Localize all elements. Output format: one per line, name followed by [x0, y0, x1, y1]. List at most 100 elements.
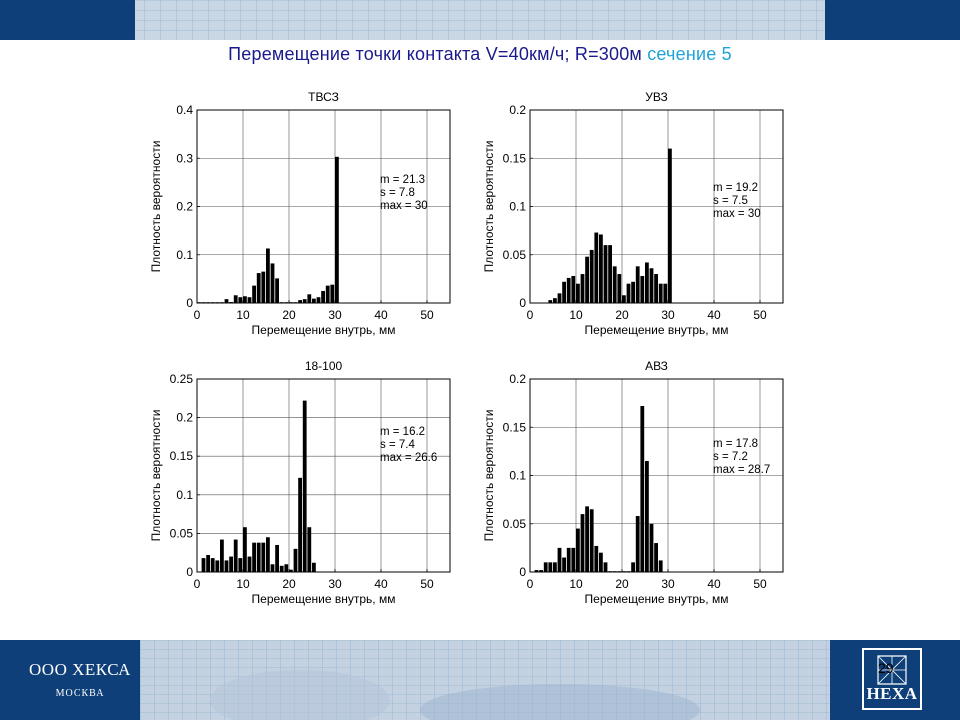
- chart4-x-tick-label: 30: [661, 577, 675, 591]
- chart2-y-tick-label: 0.2: [509, 103, 526, 117]
- chart3-bar: [220, 539, 224, 572]
- chart1-x-tick-label: 20: [282, 308, 296, 322]
- slide-title-accent: сечение 5: [647, 44, 732, 64]
- chart1-bar: [224, 299, 229, 303]
- header-banner: [0, 0, 960, 40]
- chart3-bar: [289, 569, 293, 572]
- chart1-bar: [256, 273, 261, 303]
- chart3-bar: [233, 539, 238, 572]
- chart1-bar: [307, 294, 312, 303]
- chart2-bar: [594, 232, 599, 303]
- chart3-bar: [252, 542, 256, 572]
- chart1-bar: [238, 297, 243, 303]
- chart4-bar: [534, 570, 539, 572]
- chart1-y-tick-label: 0.3: [176, 151, 193, 165]
- chart2-bar: [571, 275, 576, 303]
- chart1-title: ТВСЗ: [308, 90, 339, 104]
- chart2-bar: [580, 274, 585, 303]
- chart4-bar: [649, 523, 654, 572]
- chart3-bar: [275, 544, 279, 572]
- chart2-x-tick-label: 20: [615, 308, 629, 322]
- chart1-y-tick-label: 0: [186, 296, 193, 310]
- page-number: 29: [878, 660, 894, 676]
- chart1-y-tick-label: 0.4: [176, 103, 193, 117]
- chart1-x-tick-label: 0: [194, 308, 201, 322]
- chart2-bar: [585, 256, 589, 303]
- chart3-bar: [238, 558, 243, 572]
- chart1-bar: [321, 290, 325, 303]
- chart4-bar: [654, 543, 658, 572]
- chart2-x-axis-label: Перемещение внутрь, мм: [585, 323, 729, 337]
- chart1-bar: [266, 248, 270, 303]
- chart3-y-axis-label: Плотность вероятности: [149, 410, 163, 542]
- chart4-stat-annotation: max = 28.7: [713, 464, 770, 476]
- chart4-x-tick-label: 50: [753, 577, 767, 591]
- chart3-y-tick-label: 0.2: [176, 411, 193, 425]
- chart4-bar: [580, 514, 585, 572]
- chart4-bar: [658, 560, 663, 572]
- chart3-x-tick-label: 10: [236, 577, 250, 591]
- chart3-bar: [210, 558, 215, 572]
- chart4-x-tick-label: 0: [527, 577, 534, 591]
- chart2-y-tick-label: 0: [519, 296, 526, 310]
- chart4-y-tick-label: 0: [519, 565, 526, 579]
- chart4-stat-annotation: s = 7.2: [713, 451, 748, 463]
- chart4-bar: [635, 516, 640, 572]
- chart4-x-axis-label: Перемещение внутрь, мм: [585, 592, 729, 606]
- chart3-x-tick-label: 30: [328, 577, 342, 591]
- chart4-title: АВЗ: [645, 359, 668, 373]
- chart4-bar: [543, 562, 548, 572]
- chart2-bar: [566, 277, 571, 303]
- chart4-bar: [562, 557, 566, 572]
- chart2-bar: [612, 266, 617, 303]
- chart1-bar: [261, 271, 266, 303]
- chart3-y-tick-label: 0.05: [170, 526, 194, 540]
- chart3-x-tick-label: 20: [282, 577, 296, 591]
- chart3-title: 18-100: [305, 359, 343, 373]
- chart3-bar: [266, 537, 270, 572]
- chart1-y-axis-label: Плотность вероятности: [149, 141, 163, 273]
- chart3-bar: [224, 560, 229, 572]
- chart4-bar: [548, 562, 553, 572]
- chart1-bar: [270, 263, 275, 303]
- slide-title-main: Перемещение точки контакта V=40км/ч; R=3…: [228, 44, 643, 64]
- chart2-bar: [663, 283, 668, 303]
- chart2-title: УВЗ: [645, 90, 667, 104]
- chart2-y-tick-label: 0.1: [509, 200, 526, 214]
- chart2-bar: [640, 275, 645, 303]
- slide-title: Перемещение точки контакта V=40км/ч; R=3…: [0, 44, 960, 65]
- chart2-x-tick-label: 50: [753, 308, 767, 322]
- chart4-bar: [576, 528, 580, 572]
- chart2-bar: [576, 283, 580, 303]
- company-name: ООО ХЕКСА: [29, 660, 131, 679]
- chart4-bar: [553, 562, 557, 572]
- chart3-y-tick-label: 0.25: [170, 372, 194, 386]
- chart2-bar: [553, 298, 557, 303]
- chart2-x-tick-label: 10: [569, 308, 583, 322]
- chart4-y-tick-label: 0.2: [509, 372, 526, 386]
- chart2-bar: [631, 281, 635, 303]
- chart4-bar: [557, 547, 562, 572]
- logo-text: HEXA: [866, 684, 918, 703]
- chart4-bar: [640, 406, 645, 572]
- chart2-bar: [635, 266, 640, 303]
- chart4-bar: [589, 509, 594, 572]
- chart2-bar: [649, 268, 654, 303]
- chart2-stat-annotation: s = 7.5: [713, 195, 748, 207]
- chart4-y-tick-label: 0.05: [503, 517, 527, 531]
- chart1-bar: [252, 285, 256, 303]
- chart4-bar: [566, 547, 571, 572]
- chart4-bar: [599, 552, 603, 572]
- chart3-bar: [298, 477, 302, 572]
- chart1-bar: [298, 300, 302, 303]
- chart2-bar: [548, 300, 553, 303]
- chart1-bar: [302, 299, 307, 303]
- chart4-bar: [571, 547, 576, 572]
- chart3-bar: [302, 400, 307, 572]
- chart3-bar: [206, 555, 210, 572]
- chart3-bar: [284, 564, 289, 572]
- chart1-x-axis-label: Перемещение внутрь, мм: [252, 323, 396, 337]
- chart1-x-tick-label: 50: [420, 308, 434, 322]
- chart1-bar: [247, 297, 252, 303]
